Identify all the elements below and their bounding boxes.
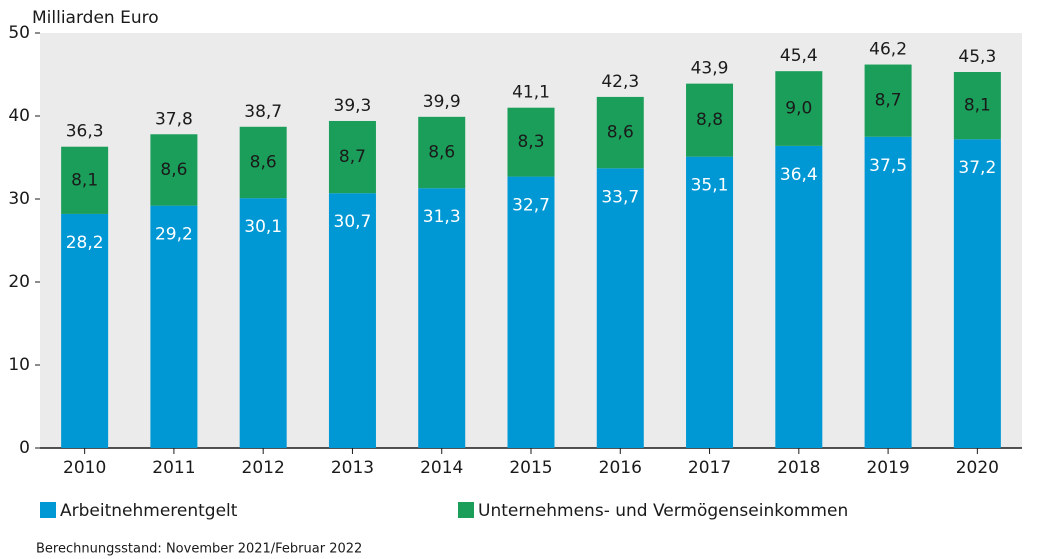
y-tick-label: 30	[8, 189, 30, 209]
y-tick-label: 0	[19, 438, 30, 458]
x-tick-label: 2011	[152, 458, 195, 478]
value-label: 8,3	[517, 132, 544, 152]
footnote: Berechnungsstand: November 2021/Februar …	[36, 542, 362, 557]
value-label: 8,6	[160, 160, 187, 180]
y-tick-label: 10	[8, 355, 30, 375]
total-label: 43,9	[691, 59, 729, 79]
total-label: 45,3	[958, 47, 996, 67]
bar-segment	[150, 205, 198, 448]
total-label: 39,9	[423, 92, 461, 112]
bar-segment	[507, 176, 555, 448]
bar-segment	[418, 116, 466, 189]
value-label: 8,7	[875, 91, 902, 111]
bar-segment	[953, 72, 1001, 140]
total-label: 38,7	[244, 102, 282, 122]
x-tick-label: 2013	[331, 458, 374, 478]
x-tick-label: 2012	[242, 458, 285, 478]
bar-segment	[686, 156, 734, 449]
legend-swatch	[40, 502, 56, 518]
value-label: 8,6	[250, 152, 277, 172]
value-label: 30,7	[334, 212, 372, 232]
value-label: 29,2	[155, 225, 193, 245]
bar-segment	[596, 168, 644, 449]
value-label: 8,6	[428, 143, 455, 163]
value-label: 8,8	[696, 110, 723, 130]
y-axis-label: Milliarden Euro	[32, 8, 159, 28]
bar-segment	[864, 136, 912, 448]
total-label: 37,8	[155, 109, 193, 129]
total-label: 41,1	[512, 83, 550, 103]
bar-segment	[239, 126, 287, 199]
value-label: 9,0	[785, 99, 812, 119]
y-tick-label: 20	[8, 272, 30, 292]
x-tick-label: 2010	[63, 458, 106, 478]
bar-segment	[328, 193, 376, 448]
bar-segment	[239, 198, 287, 448]
legend-label: Unternehmens- und Vermögenseinkommen	[478, 501, 848, 521]
y-tick-label: 40	[8, 106, 30, 126]
value-label: 30,1	[244, 217, 282, 237]
x-tick-label: 2015	[509, 458, 552, 478]
value-label: 35,1	[691, 176, 729, 196]
bar-segment	[596, 96, 644, 169]
value-label: 8,6	[607, 123, 634, 143]
value-label: 31,3	[423, 207, 461, 227]
total-label: 39,3	[334, 96, 372, 116]
x-tick-label: 2020	[956, 458, 999, 478]
bar-segment	[61, 146, 109, 214]
value-label: 32,7	[512, 196, 550, 216]
value-label: 37,5	[869, 156, 907, 176]
bar-segment	[775, 71, 823, 146]
total-label: 46,2	[869, 40, 907, 60]
bar-segment	[775, 145, 823, 448]
bar-segment	[150, 134, 198, 206]
bar-segment	[507, 107, 555, 177]
total-label: 42,3	[601, 72, 639, 92]
bar-segment	[686, 83, 734, 157]
bar-segment	[953, 139, 1001, 449]
value-label: 28,2	[66, 233, 104, 253]
legend-swatch	[458, 502, 474, 518]
total-label: 36,3	[66, 122, 104, 142]
x-tick-label: 2017	[688, 458, 731, 478]
x-tick-label: 2018	[777, 458, 820, 478]
value-label: 36,4	[780, 165, 818, 185]
value-label: 8,1	[71, 170, 98, 190]
bar-segment	[864, 64, 912, 137]
x-tick-label: 2014	[420, 458, 463, 478]
legend-label: Arbeitnehmerentgelt	[60, 501, 238, 521]
value-label: 8,7	[339, 147, 366, 167]
value-label: 8,1	[964, 96, 991, 116]
x-tick-label: 2016	[599, 458, 642, 478]
bar-segment	[418, 188, 466, 448]
total-label: 45,4	[780, 46, 818, 66]
y-tick-label: 50	[8, 23, 30, 43]
bar-segment	[61, 213, 109, 448]
value-label: 33,7	[601, 187, 639, 207]
bar-segment	[328, 120, 376, 194]
value-label: 37,2	[958, 158, 996, 178]
x-tick-label: 2019	[866, 458, 909, 478]
